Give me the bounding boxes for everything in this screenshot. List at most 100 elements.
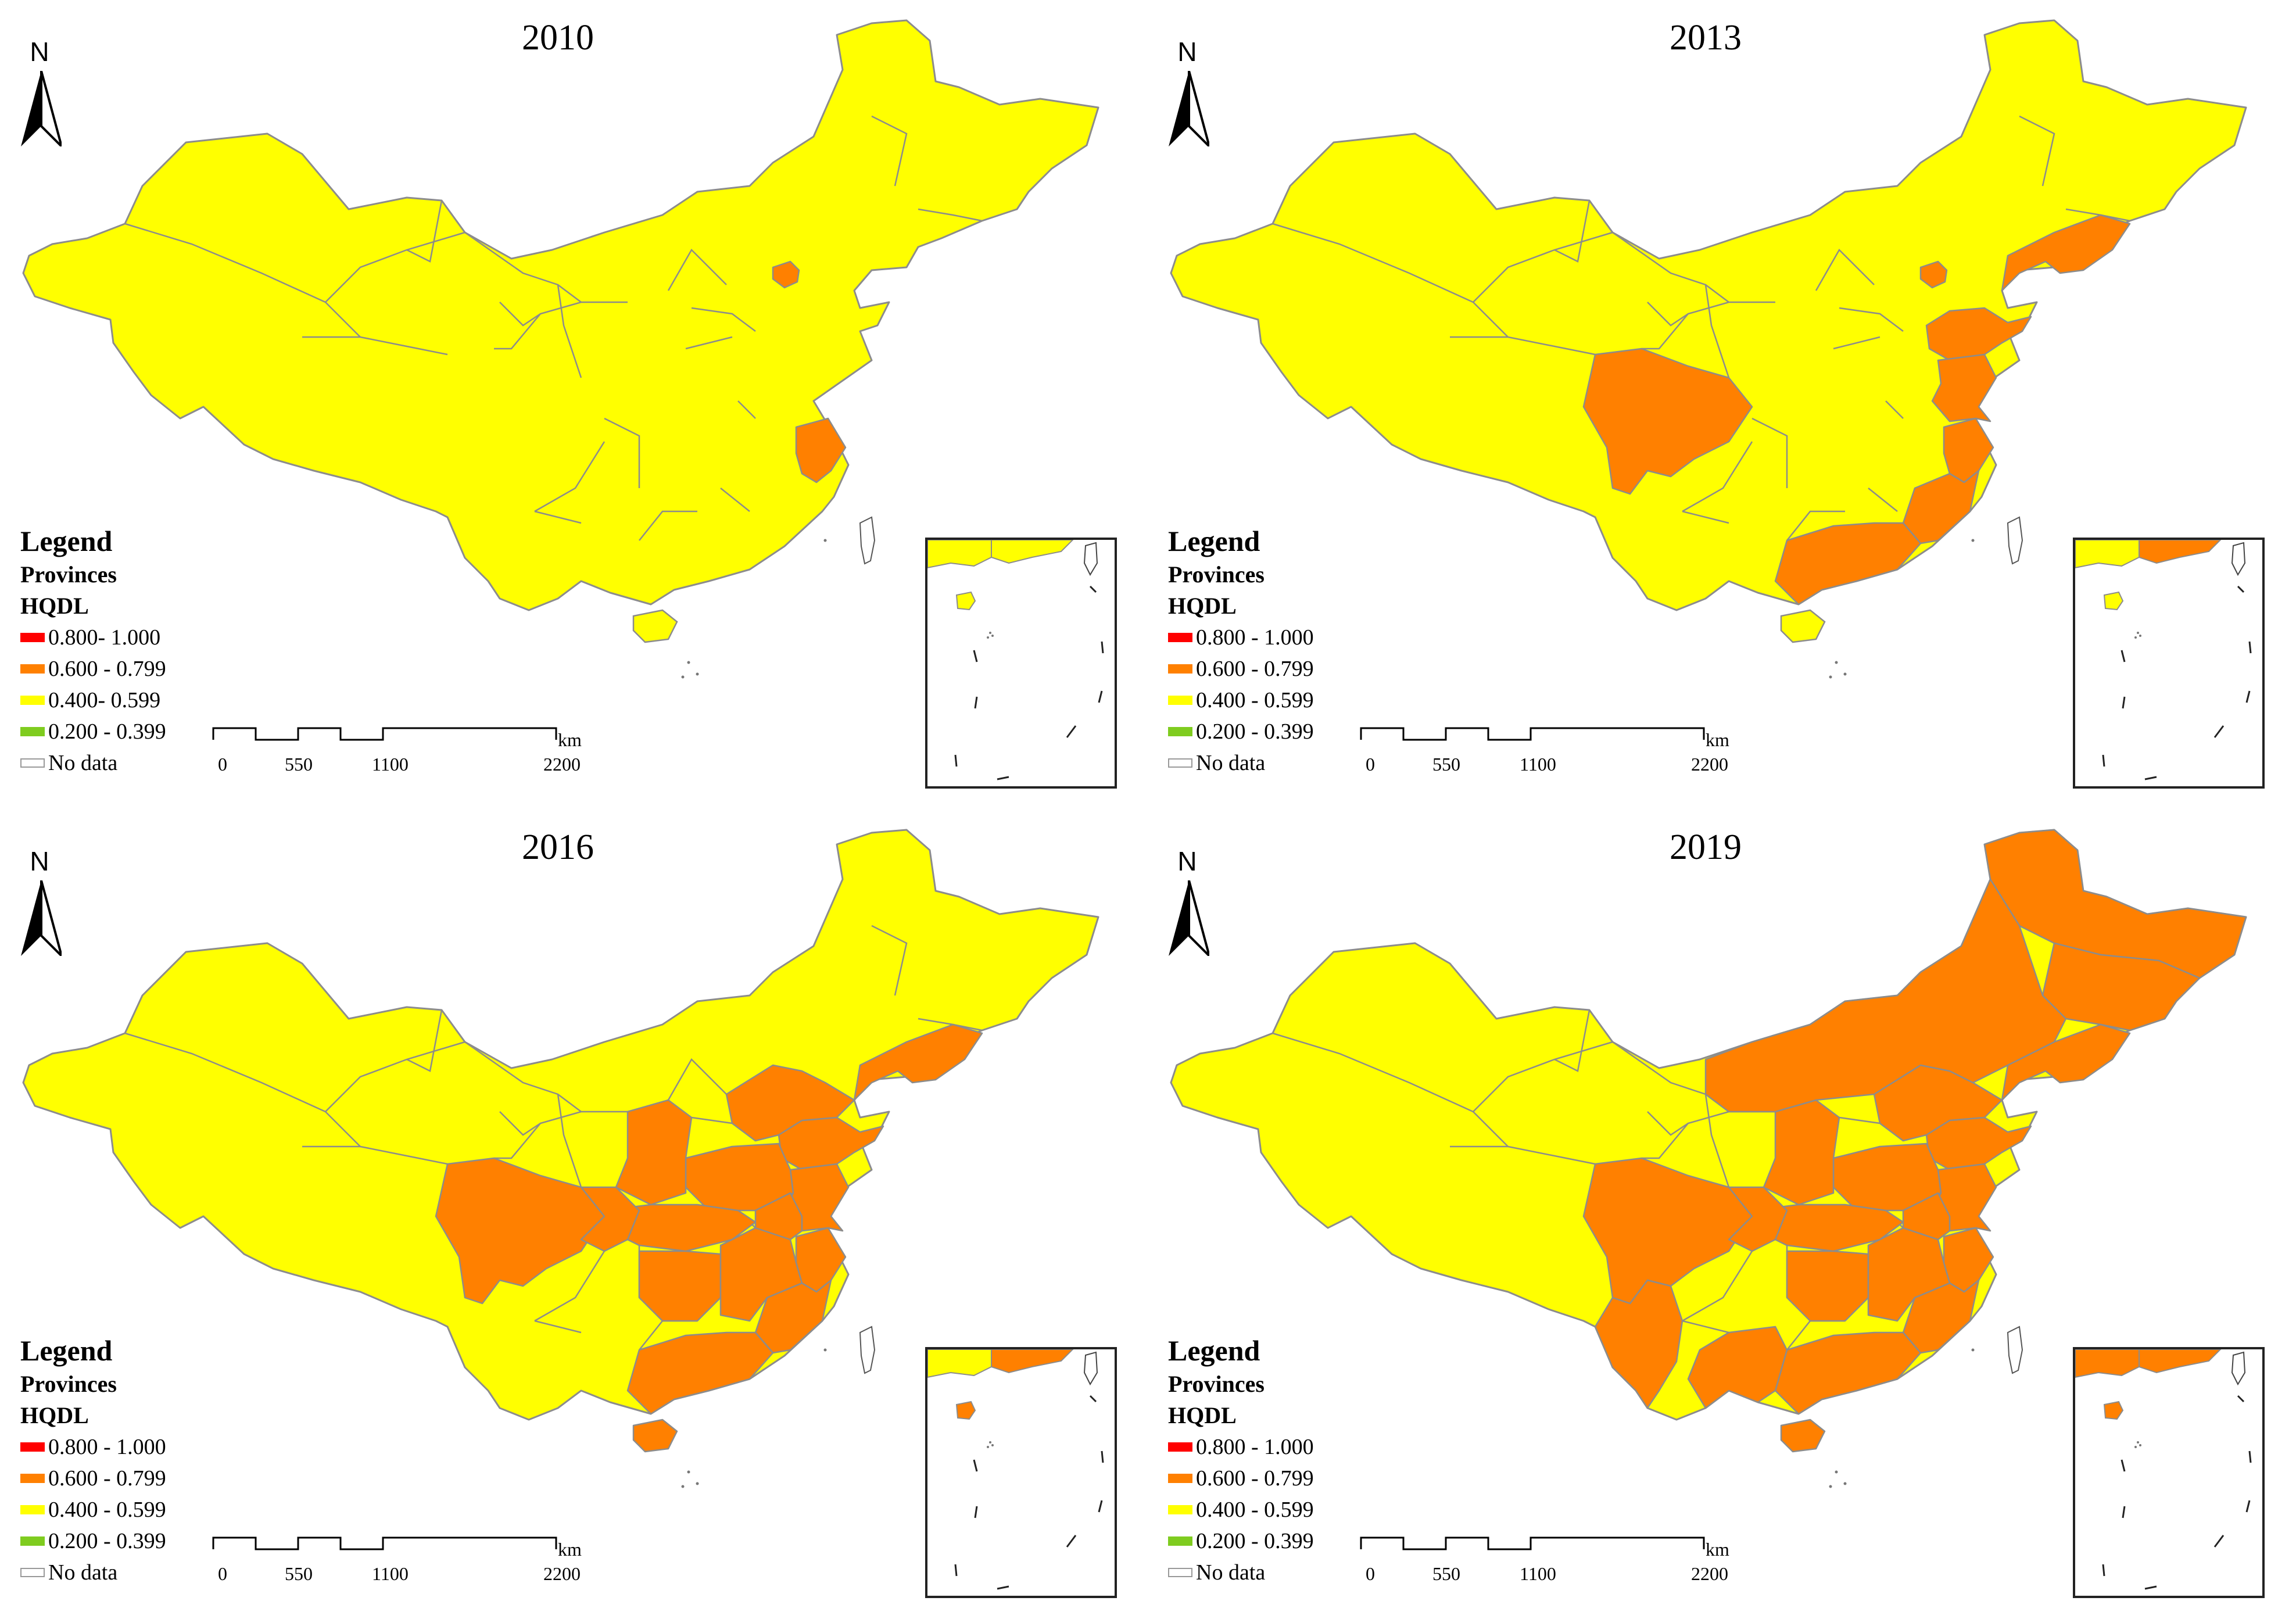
province-yunnan[interactable] [1594,1279,1684,1409]
legend-swatch [1168,633,1192,642]
inset-hainan [955,1400,976,1420]
province-liaoning[interactable] [853,1023,983,1101]
province-liaoning[interactable] [2001,1023,2131,1101]
province-boundary [325,1041,465,1112]
province-jiangsu[interactable] [1931,353,1997,422]
legend-field-name: HQDL [1168,1402,1237,1428]
legend-item-label: 0.200 - 0.399 [1196,719,1314,744]
scale-bar-tick: 550 [285,1563,313,1584]
province-chongqing[interactable] [580,1186,640,1252]
province-guangxi[interactable] [1687,1326,1788,1409]
province-boundary [1839,307,1904,332]
legend-swatch [1168,664,1192,674]
inset-island [1083,1351,1098,1386]
legend-item: 0.400- 0.599 [20,685,253,716]
legend-item: No data [20,1557,253,1588]
legend-field-name: HQDL [20,1402,89,1428]
province-hainan[interactable] [632,609,678,643]
island-dot [696,1482,699,1485]
inset-coast [991,540,1074,564]
legend-item-label: 0.800- 1.000 [48,625,161,650]
legend-item: 0.800- 1.000 [20,622,253,653]
province-hunan[interactable] [638,1250,722,1322]
province-shandong[interactable] [1925,307,2032,361]
province-beijing[interactable] [772,260,800,289]
province-hainan[interactable] [1780,1419,1826,1453]
inset-map [927,540,1104,780]
province-boundary [1751,417,1788,488]
province-hebei[interactable] [725,1064,855,1142]
nine-dash-line [2248,641,2252,654]
province-boundary [557,1094,582,1188]
map-panel-2016: 2016 N Legend Provinces HQDL 0.800 - 1.000 0.6… [0,810,1148,1619]
province-henan[interactable] [1832,1142,1942,1212]
inset-coast [2075,540,2140,569]
legend-item-label: 0.800 - 1.000 [1196,1435,1314,1459]
province-sichuan[interactable] [1582,348,1753,495]
legend-item: 0.200 - 0.399 [1168,716,1400,747]
province-henan[interactable] [685,1142,794,1212]
province-chongqing[interactable] [1728,1186,1788,1252]
province-boundary [1815,248,1875,291]
province-sichuan[interactable] [1582,1157,1753,1305]
legend-swatch [1168,1505,1192,1514]
province-hunan[interactable] [1786,1250,1869,1322]
nine-dash-line [2245,1500,2251,1513]
inset-hainan [2103,591,2124,611]
legend: Legend Provinces HQDL 0.800- 1.000 0.600 - 0… [20,523,253,779]
legend-item-label: No data [1196,1560,1266,1585]
island-dot [1843,672,1847,676]
province-boundary [1786,510,1845,541]
scale-bar-tick: 2200 [1691,1563,1728,1584]
province-boundary [124,223,361,338]
inset-map [927,1349,1104,1590]
south-china-sea-inset [925,538,1117,789]
inset-island [1083,542,1098,576]
nine-dash-line [2144,1585,2157,1590]
island-dot [989,1441,991,1444]
province-hainan[interactable] [1780,609,1826,643]
province-sichuan[interactable] [435,1157,606,1305]
province-anhui[interactable] [1902,1192,1951,1241]
province-zhejiang[interactable] [795,417,847,483]
province-boundary [534,1251,606,1322]
map-title-year: 2016 [522,828,594,867]
province-shaanxi[interactable] [1763,1099,1840,1206]
legend-swatch [20,696,45,705]
south-china-sea-inset [925,1347,1117,1598]
scale-bar-tick: 1100 [1520,1563,1556,1584]
legend-swatch [20,1442,45,1452]
province-boundary [464,231,582,303]
island-dot [987,636,989,639]
province-guangdong[interactable] [1774,1331,1922,1415]
legend-item-label: 0.400 - 0.599 [48,1498,166,1522]
province-no-data [2007,1326,2023,1374]
legend-item: 0.400 - 0.599 [20,1494,253,1525]
province-anhui[interactable] [754,1192,803,1241]
legend-layer-name: Provinces [1168,1371,1265,1397]
province-guangdong[interactable] [1774,522,1922,606]
legend-item: 0.200 - 0.399 [1168,1525,1400,1557]
map-title-year: 2013 [1670,18,1742,58]
province-boundary [1885,400,1904,419]
nine-dash-line [2121,650,2126,662]
province-hainan[interactable] [632,1419,678,1453]
province-boundary [534,1320,582,1334]
country-outline [22,19,1099,611]
legend-item-label: 0.600 - 0.799 [1196,657,1314,681]
legend-item-label: 0.800 - 1.000 [1196,625,1314,650]
province-boundary [1868,488,1898,512]
north-arrow-icon [1169,880,1209,956]
nine-dash-line [954,1564,958,1577]
province-liaoning[interactable] [2001,214,2131,292]
scale-bar-graphic [1360,1536,1705,1550]
province-guangdong[interactable] [626,1331,774,1415]
province-innermongolia[interactable] [1704,878,2067,1113]
inset-island [2231,542,2246,576]
province-boundary [1704,284,1730,378]
legend-item: 0.600 - 0.799 [1168,653,1400,685]
scale-bar-tick: 0 [218,1563,227,1584]
province-shaanxi[interactable] [615,1099,693,1206]
province-beijing[interactable] [1919,260,1948,289]
china-map [22,829,1099,1488]
